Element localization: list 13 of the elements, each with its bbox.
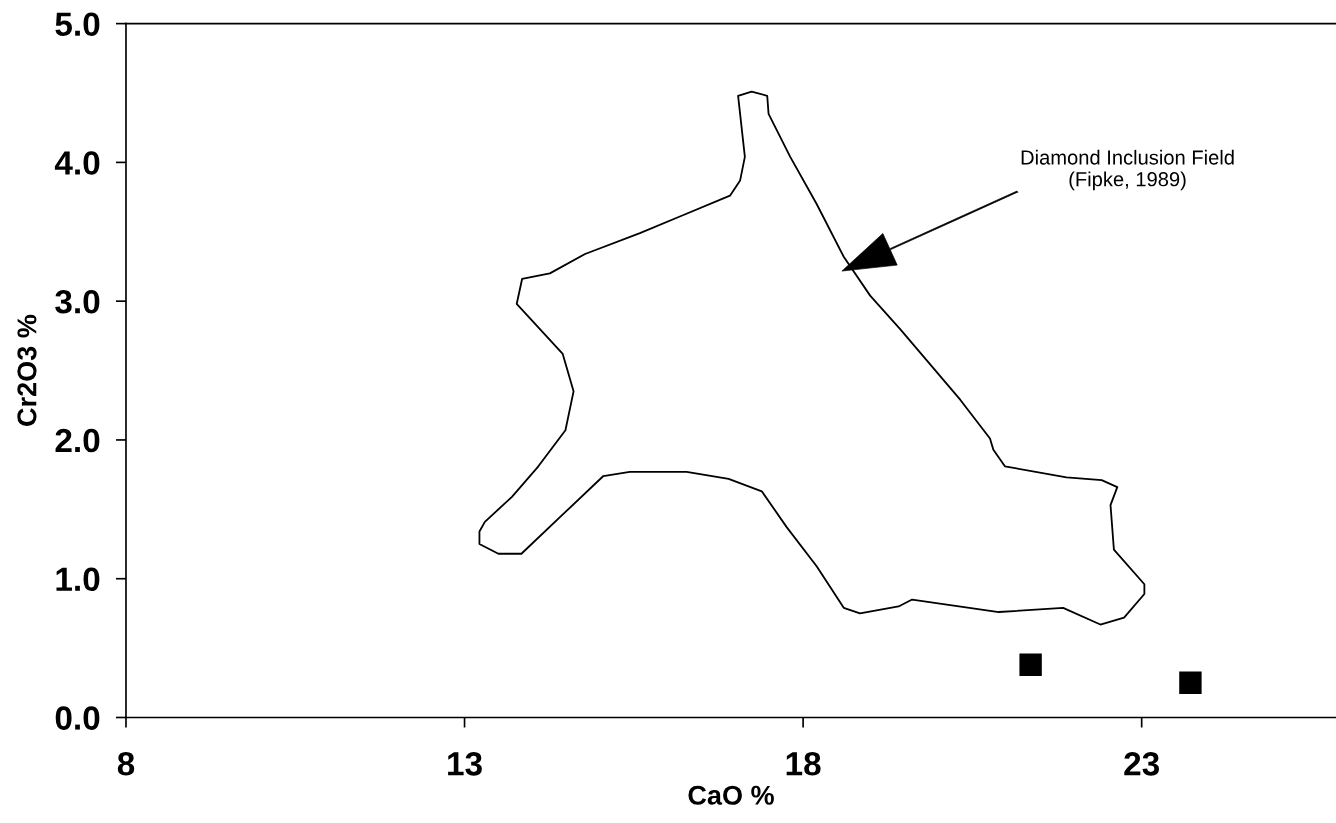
x-tick-label: 23 xyxy=(1124,751,1159,776)
annotation: Diamond Inclusion Field (Fipke, 1989) xyxy=(1021,149,1234,191)
y-tick-label: 4.0 xyxy=(54,151,100,175)
y-tick-label: 2.0 xyxy=(55,428,100,453)
x-tick-label: 18 xyxy=(786,751,821,776)
x-axis-title: CaO % xyxy=(688,785,774,805)
y-tick-label: 3.0 xyxy=(55,289,100,314)
y-tick-label: 0.0 xyxy=(55,706,100,730)
y-tick-label: 1.0 xyxy=(56,567,100,592)
y-axis-title: Cr2O3 % xyxy=(17,314,37,426)
x-tick-label: 13 xyxy=(448,751,482,776)
x-tick-label: 8 xyxy=(117,751,135,776)
y-tick-label: 5.0 xyxy=(55,12,100,37)
